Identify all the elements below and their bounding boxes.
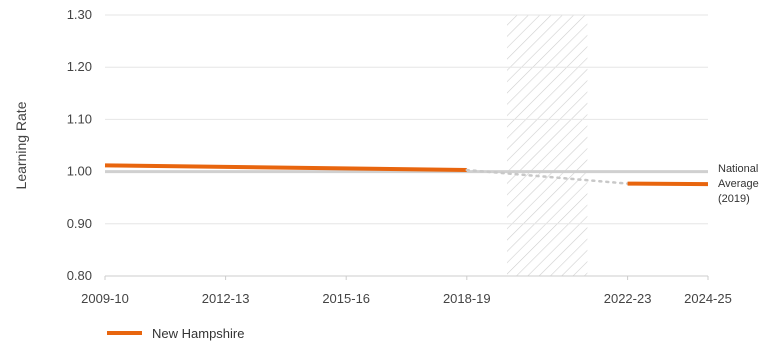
y-tick-label: 0.90 (67, 216, 92, 231)
y-tick-label: 1.10 (67, 111, 92, 126)
x-tick-label: 2015-16 (322, 291, 370, 306)
x-tick-label: 2012-13 (202, 291, 250, 306)
y-axis-label: Learning Rate (13, 101, 29, 189)
y-tick-label: 0.80 (67, 268, 92, 283)
x-tick-label: 2024-25 (684, 291, 732, 306)
shaded-region (507, 15, 588, 276)
y-tick-label: 1.30 (67, 7, 92, 22)
x-tick-label: 2018-19 (443, 291, 491, 306)
series-projection-segment (465, 168, 629, 185)
y-tick-label: 1.20 (67, 59, 92, 74)
national-average-label: (2019) (718, 193, 750, 205)
national-average-label: Average (718, 178, 759, 190)
series-line-segment (104, 163, 467, 173)
legend-label: New Hampshire (152, 326, 244, 341)
series-line-segment (627, 181, 709, 187)
x-tick-label: 2022-23 (604, 291, 652, 306)
national-average-label: National (718, 163, 758, 175)
x-tick-label: 2009-10 (81, 291, 129, 306)
y-tick-label: 1.00 (67, 164, 92, 179)
